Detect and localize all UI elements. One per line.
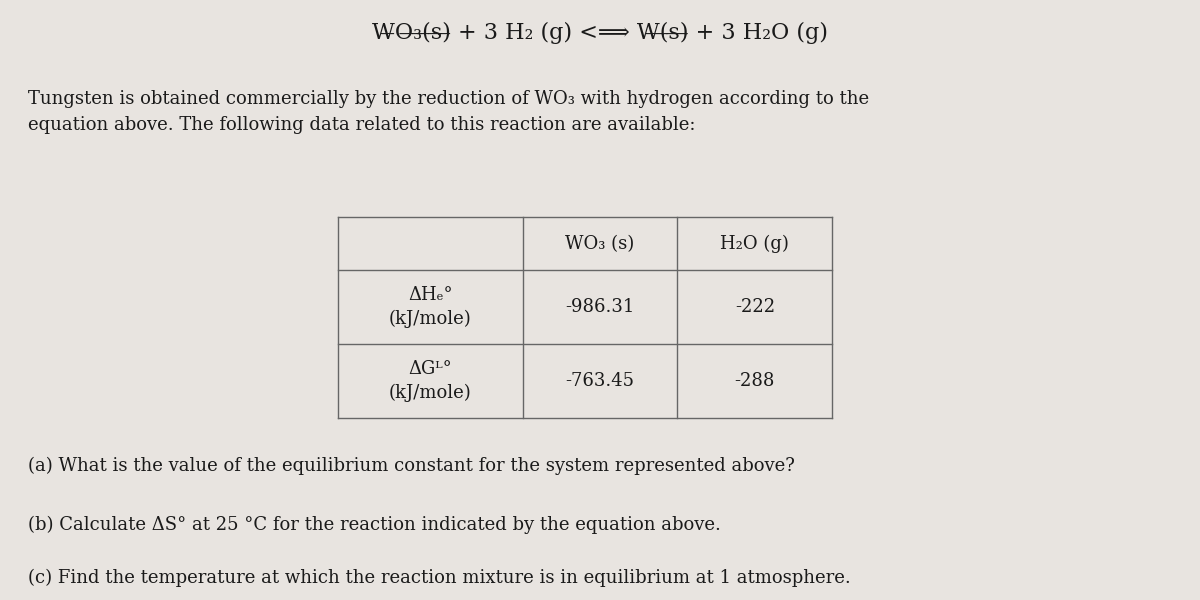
Text: (c) Find the temperature at which the reaction mixture is in equilibrium at 1 at: (c) Find the temperature at which the re…: [28, 569, 851, 587]
Text: ΔHₑ°
(kJ/mole): ΔHₑ° (kJ/mole): [389, 286, 472, 328]
Text: H₂O (g): H₂O (g): [720, 235, 790, 253]
Text: -986.31: -986.31: [565, 298, 635, 316]
Text: (a) What is the value of the equilibrium constant for the system represented abo: (a) What is the value of the equilibrium…: [28, 457, 794, 475]
Text: -288: -288: [734, 373, 775, 391]
Text: Tungsten is obtained commercially by the reduction of WO₃ with hydrogen accordin: Tungsten is obtained commercially by the…: [28, 90, 869, 134]
Text: ΔGᴸ°
(kJ/mole): ΔGᴸ° (kJ/mole): [389, 361, 472, 403]
Text: WO₃ (s): WO₃ (s): [565, 235, 635, 253]
Text: -222: -222: [734, 298, 775, 316]
Text: -763.45: -763.45: [565, 373, 635, 391]
Text: (b) Calculate ΔS° at 25 °C for the reaction indicated by the equation above.: (b) Calculate ΔS° at 25 °C for the react…: [28, 516, 721, 534]
Text: W̶O̶₃̶(̶s̶)̶ + 3 H₂ (g) <⟹ W̶(̶s̶)̶ + 3 H₂O (g): W̶O̶₃̶(̶s̶)̶ + 3 H₂ (g) <⟹ W̶(̶s̶)̶ + 3 …: [372, 22, 828, 44]
